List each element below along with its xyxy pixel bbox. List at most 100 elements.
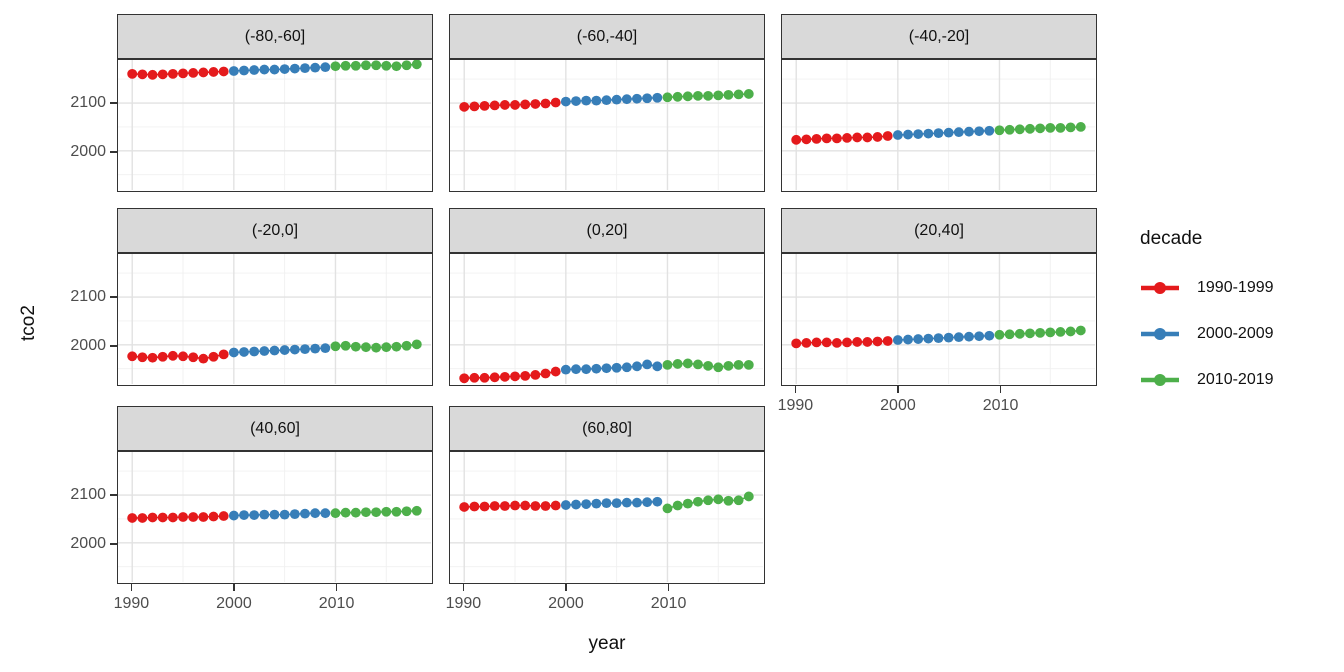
data-point (713, 90, 724, 101)
data-point (411, 505, 422, 516)
data-point (218, 511, 229, 521)
data-point (611, 498, 622, 509)
legend-key-line-dot-icon (1141, 374, 1179, 386)
data-point (520, 99, 531, 110)
data-point (1055, 327, 1066, 337)
data-point (178, 351, 188, 362)
data-point (801, 134, 812, 145)
data-point (1055, 122, 1066, 133)
data-point (611, 94, 622, 105)
data-point (611, 362, 622, 373)
data-point (381, 60, 392, 71)
y-tick-label: 2100 (70, 94, 106, 111)
data-point (791, 338, 802, 349)
data-point (167, 512, 178, 523)
facet-strip-(-40,-20]: (-40,-20] (781, 14, 1097, 59)
facet-canvas (118, 60, 431, 190)
data-point (601, 95, 612, 106)
series-line-1990-1999 (796, 135, 888, 141)
data-point (842, 133, 852, 143)
data-point (249, 510, 260, 520)
data-point (371, 60, 382, 71)
data-point (167, 350, 178, 361)
data-point (923, 333, 934, 344)
facet-strip-(0,20]: (0,20] (449, 208, 765, 253)
data-point (933, 333, 944, 344)
data-point (1065, 326, 1076, 337)
x-tick-mark (335, 584, 338, 591)
data-point (289, 344, 300, 355)
data-point (147, 69, 158, 80)
data-point (1025, 123, 1035, 134)
y-tick-label: 2000 (70, 534, 106, 552)
data-point (662, 359, 673, 370)
data-point (852, 337, 863, 347)
data-point (127, 68, 138, 79)
data-point (682, 358, 693, 369)
data-point (269, 64, 280, 75)
y-tick-label: 2100 (70, 486, 106, 503)
data-point (391, 341, 402, 352)
x-tick-mark (897, 386, 899, 393)
data-point (381, 342, 392, 353)
data-point (188, 68, 199, 78)
data-point (198, 512, 209, 522)
data-point (320, 62, 331, 73)
data-point (842, 337, 852, 348)
data-point (401, 340, 412, 351)
data-point (984, 125, 995, 136)
facet-panel-(60,80] (449, 451, 765, 584)
data-point (994, 329, 1005, 340)
data-point (401, 60, 412, 71)
legend-entry-1990-1999: 1990-1999 (1140, 276, 1340, 300)
data-point (499, 100, 510, 110)
data-point (621, 362, 632, 373)
data-point (953, 127, 964, 138)
data-point (723, 360, 734, 371)
data-point (208, 67, 219, 77)
series-line-2000-2009 (233, 512, 326, 517)
data-point (540, 368, 551, 379)
x-tick-mark (794, 386, 797, 393)
data-point (320, 343, 331, 354)
data-point (994, 125, 1005, 136)
y-tick-label: 2100 (70, 288, 106, 305)
facet-strip-(20,40]: (20,40] (781, 208, 1097, 253)
data-point (300, 63, 310, 74)
facet-canvas (782, 254, 1095, 384)
data-point (249, 65, 260, 75)
data-point (489, 100, 500, 111)
data-point (923, 128, 934, 139)
data-point (791, 134, 802, 145)
data-point (459, 101, 470, 112)
x-tick-label: 2000 (880, 397, 916, 414)
data-point (157, 512, 168, 523)
data-point (167, 68, 178, 79)
data-point (672, 500, 683, 511)
data-point (974, 126, 985, 137)
data-point (682, 91, 693, 102)
legend-title: decade (1140, 228, 1203, 249)
x-tick-mark (667, 584, 670, 591)
data-point (733, 359, 744, 370)
data-point (239, 510, 249, 520)
data-point (713, 494, 724, 505)
x-tick-label: 2010 (982, 397, 1019, 414)
x-tick-label: 1990 (777, 397, 814, 414)
facet-panel-(-60,-40] (449, 59, 765, 192)
series-line-1990-1999 (796, 340, 888, 345)
data-point (381, 506, 392, 517)
series-line-1990-1999 (464, 101, 556, 108)
data-point (693, 359, 703, 370)
y-tick-mark (110, 543, 117, 545)
data-point (391, 61, 402, 72)
data-point (581, 95, 592, 106)
data-point (831, 338, 842, 348)
x-tick-label: 2010 (650, 595, 687, 612)
data-point (713, 362, 724, 373)
series-line-2000-2009 (565, 363, 658, 371)
facet-panel-(20,40] (781, 253, 1097, 386)
data-point (672, 359, 683, 369)
data-point (310, 508, 321, 519)
data-point (300, 344, 310, 354)
